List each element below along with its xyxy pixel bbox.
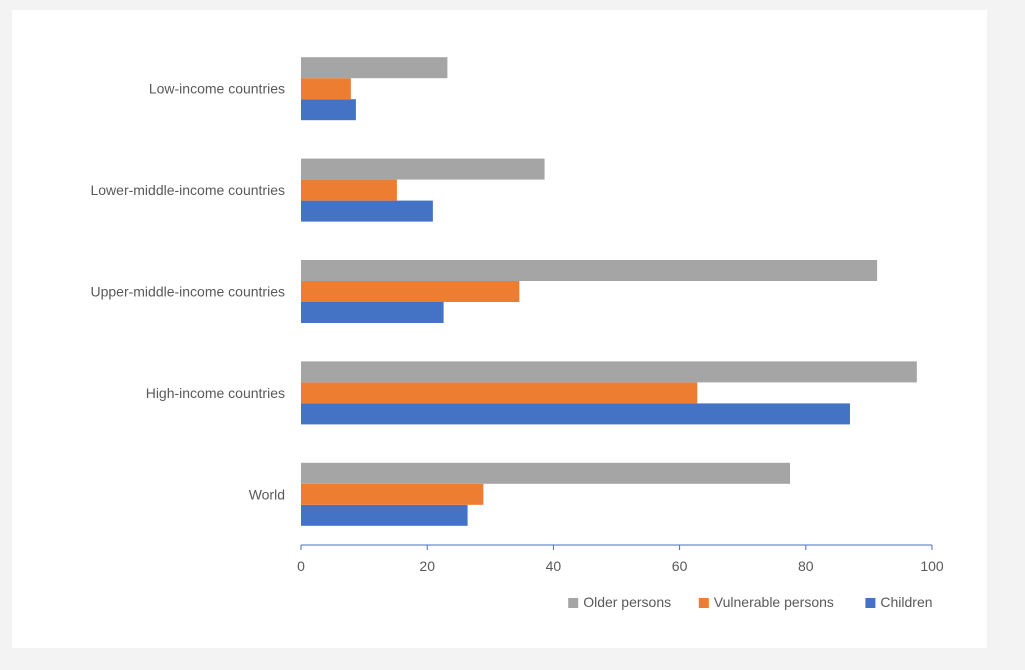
category-label: Upper-middle-income countries [90, 284, 285, 300]
bar-children-4 [301, 99, 356, 121]
x-tick-label: 20 [419, 558, 435, 574]
bar-older-persons-1 [301, 361, 917, 383]
legend-label-vulnerable-persons: Vulnerable persons [714, 594, 834, 610]
bar-vulnerable-persons-4 [301, 78, 351, 100]
bar-older-persons-4 [301, 57, 448, 79]
legend-swatch-children [865, 598, 876, 608]
category-label: World [249, 486, 285, 502]
bar-children-3 [301, 200, 433, 222]
category-label: High-income countries [146, 385, 285, 401]
legend-swatch-vulnerable-persons [698, 598, 709, 608]
category-label: Low-income countries [149, 81, 285, 97]
legend-label-children: Children [880, 594, 932, 610]
x-tick-label: 40 [546, 558, 562, 574]
bar-older-persons-2 [301, 260, 878, 281]
chart-card: World High-income countries Upper-middle-i… [12, 10, 987, 648]
legend-swatch-older-persons [568, 598, 579, 608]
legend-label-older-persons: Older persons [583, 594, 671, 610]
bar-children-0 [301, 504, 468, 526]
x-tick-label: 0 [297, 558, 305, 574]
bar-older-persons-3 [301, 158, 545, 180]
x-tick-label: 60 [672, 558, 688, 574]
bar-vulnerable-persons-2 [301, 281, 520, 302]
bar-older-persons-0 [301, 462, 791, 484]
x-tick-label: 80 [798, 558, 814, 574]
x-tick-label: 100 [920, 558, 944, 574]
bar-children-2 [301, 302, 444, 323]
horizontal-bar-chart: World High-income countries Upper-middle-i… [90, 57, 944, 610]
bar-vulnerable-persons-1 [301, 382, 698, 404]
category-label: Lower-middle-income countries [90, 182, 285, 198]
bar-vulnerable-persons-0 [301, 483, 484, 505]
bar-children-1 [301, 403, 850, 425]
bar-vulnerable-persons-3 [301, 179, 397, 201]
